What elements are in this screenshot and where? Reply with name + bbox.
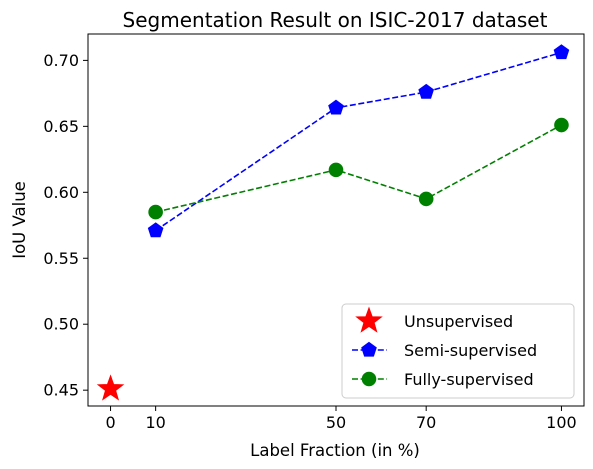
- data-point: [418, 191, 434, 207]
- y-tick-label: 0.50: [43, 315, 79, 334]
- legend-item: Semi-supervised: [352, 341, 537, 360]
- chart-title: Segmentation Result on ISIC-2017 dataset: [123, 8, 548, 32]
- y-tick-label: 0.60: [43, 183, 79, 202]
- plot-layer: [96, 44, 570, 401]
- legend-box: [341, 303, 575, 399]
- series-semi-supervised: [147, 44, 570, 238]
- legend-marker: [355, 306, 383, 333]
- legend-marker: [361, 341, 377, 357]
- legend-marker: [361, 371, 377, 387]
- y-tick-label: 0.45: [43, 381, 79, 400]
- data-point: [96, 374, 125, 401]
- data-point: [554, 117, 569, 133]
- series-fully-supervised: [148, 117, 569, 220]
- y-tick-label: 0.70: [43, 51, 79, 70]
- series-unsupervised: [96, 374, 125, 401]
- legend-item: Fully-supervised: [352, 370, 534, 389]
- legend-label: Fully-supervised: [404, 370, 534, 389]
- y-tick-label: 0.55: [43, 249, 79, 268]
- data-point: [553, 44, 570, 60]
- x-tick-label: 100: [546, 413, 577, 432]
- data-point: [418, 83, 434, 99]
- x-tick-label: 0: [105, 413, 115, 432]
- data-point: [328, 99, 344, 115]
- legend-label: Semi-supervised: [404, 341, 537, 360]
- data-point: [148, 204, 163, 220]
- data-point: [328, 162, 344, 178]
- x-axis-label: Label Fraction (in %): [250, 441, 420, 460]
- x-tick-label: 50: [326, 413, 346, 432]
- y-axis-label: IoU Value: [10, 181, 29, 259]
- legend: Unsupervised Semi-supervised Fully-supervi…: [341, 303, 575, 399]
- y-tick-label: 0.65: [43, 117, 79, 136]
- ticks-layer: 0 10 50 70 100 0.45 0.50 0.55 0.60 0.65 0.70: [43, 51, 576, 432]
- x-tick-label: 70: [416, 413, 436, 432]
- x-tick-label: 10: [145, 413, 165, 432]
- legend-label: Unsupervised: [404, 312, 513, 331]
- series-line: [155, 51, 562, 232]
- series-line: [155, 124, 562, 213]
- legend-item: Unsupervised: [355, 306, 513, 333]
- data-point: [147, 222, 164, 238]
